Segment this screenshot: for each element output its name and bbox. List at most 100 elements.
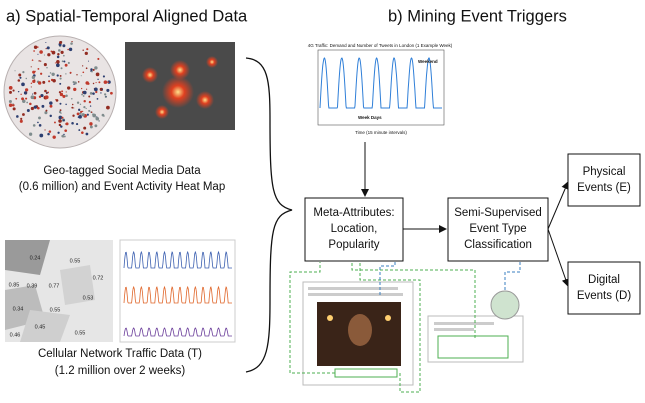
dot [38,60,40,62]
dot [41,105,44,108]
dot [100,92,101,93]
dot [22,71,24,73]
dot [59,91,61,93]
caption: Cellular Network Traffic Data (T) [38,348,202,360]
dot [46,48,47,49]
dot [89,101,91,103]
tweet-image [303,282,413,385]
dot [59,103,61,105]
dot [33,124,36,127]
node-box [568,154,640,206]
dot [103,115,105,117]
dot [106,106,110,110]
dot [82,71,84,73]
dot [58,49,61,52]
dot [67,86,70,89]
chart-x-label: Time (15 minute intervals) [355,130,407,135]
chart-label: Week Days [358,115,382,120]
dot [89,122,92,125]
dot [13,107,16,110]
caption: (1.2 million over 2 weeks) [55,365,186,377]
dot [65,73,66,74]
dot [38,116,41,119]
dot [33,50,35,52]
dot [90,68,92,70]
dot [104,93,106,95]
dot [58,119,62,123]
cell-value: 0.85 [9,282,20,288]
dot [55,62,56,63]
dot [90,92,93,95]
dot [39,134,43,138]
dot [59,83,61,85]
arrow [548,229,568,286]
dot [39,124,42,127]
dot [12,103,13,104]
dot [72,104,74,106]
arrow [548,182,568,229]
dot [96,73,100,77]
dot [97,98,99,100]
dot [93,83,94,84]
dot [48,75,50,77]
node-box [568,262,640,314]
dot [9,86,13,90]
dot [86,67,88,69]
dot [71,41,72,42]
dot [76,123,78,125]
dot [15,98,17,100]
diagram: a) Spatial-Temporal Aligned Data Geo-tag… [0,0,645,403]
dot [22,113,25,116]
dot [34,92,37,95]
dot [31,107,34,110]
cell-value: 0.24 [30,255,41,261]
dot [66,122,69,125]
cell-value: 0.55 [75,330,86,336]
dot [64,136,66,138]
node-label: Physical [583,166,626,178]
dot [66,91,67,92]
dot [87,114,89,116]
dot [25,98,27,100]
dot [81,94,83,96]
dot [70,42,73,45]
dot [82,65,83,66]
dot [54,122,56,124]
dot [67,49,69,51]
node-label: Event Type [469,223,526,235]
dot [15,70,16,71]
dot [76,74,77,75]
dot [92,114,96,118]
dot [90,105,91,106]
dot [60,75,62,77]
node-label: Semi-Supervised [454,207,542,219]
dot [64,129,67,132]
dot [60,109,62,111]
dot [73,107,74,108]
dot [27,109,30,112]
dot [65,123,66,124]
dot [44,129,45,130]
dot [107,81,109,83]
dot [39,96,41,98]
dot [83,100,85,102]
dot [12,89,14,91]
dot [35,71,36,72]
dot [37,68,39,70]
cell-value: 0.46 [10,332,21,338]
dot [62,60,64,62]
dot [9,103,12,106]
caption: Geo-tagged Social Media Data [43,165,201,177]
dot [80,104,81,105]
node-label: Digital [588,274,620,286]
dot [9,91,12,94]
dot [45,110,47,112]
dot [81,113,84,116]
dot [20,118,22,120]
dot [78,129,80,131]
dot [32,76,35,79]
dot [98,81,100,83]
dot [65,94,68,97]
dot [97,58,99,60]
brace [246,58,292,372]
